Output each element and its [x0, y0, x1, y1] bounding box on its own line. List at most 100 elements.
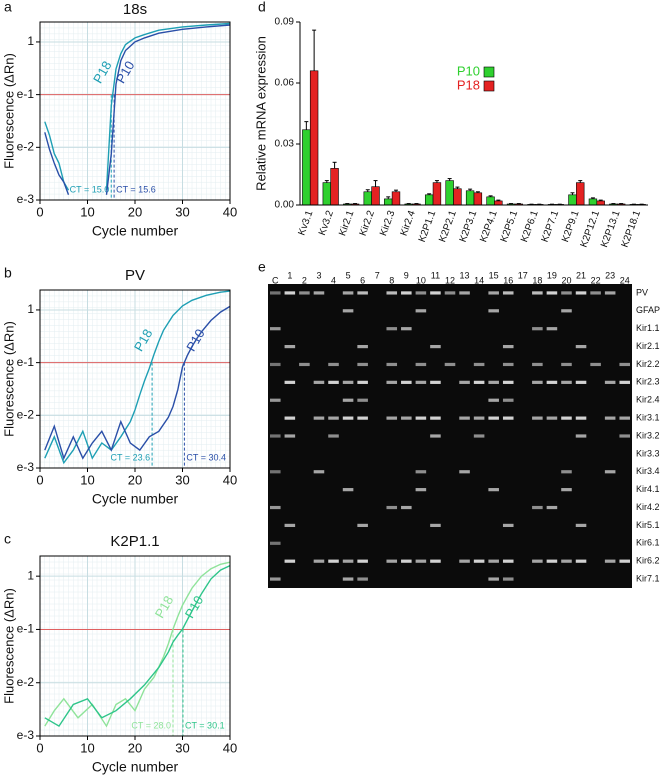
- gel-band: [342, 309, 354, 313]
- gel-band: [313, 291, 325, 295]
- gel-band: [313, 470, 325, 474]
- amplification-curve: [44, 561, 231, 728]
- lane-label: 7: [375, 270, 380, 280]
- gel-band: [561, 291, 572, 295]
- bar: [465, 190, 475, 206]
- row-label: Kir5.1: [636, 520, 660, 530]
- bar: [302, 129, 311, 206]
- gel-band: [546, 505, 558, 510]
- lane-label: 18: [532, 275, 542, 285]
- bar: [588, 198, 598, 206]
- gel-band: [342, 488, 354, 492]
- lane-label: 15: [489, 270, 499, 280]
- gel-band: [430, 291, 441, 295]
- gel-band: [459, 416, 470, 420]
- lane-label: 12: [445, 275, 455, 285]
- amplification-curve: [44, 305, 231, 461]
- gel-band: [270, 362, 281, 367]
- gel-band: [502, 362, 514, 367]
- gel-band: [561, 309, 572, 313]
- gel-band: [284, 380, 296, 384]
- bar: [494, 200, 503, 206]
- gel-band: [473, 434, 485, 438]
- x-tick-label: K2P5.1: [499, 209, 521, 244]
- panel-label: b: [4, 265, 12, 281]
- x-tick-label: K2P12.1: [579, 209, 603, 249]
- gel-band: [415, 309, 427, 313]
- gel-band: [386, 291, 398, 295]
- gel-band: [502, 344, 514, 349]
- x-axis-label: Cycle number: [92, 759, 179, 775]
- y-tick-label: 1: [27, 568, 34, 582]
- gel-band: [546, 291, 558, 295]
- y-tick-label: e-2: [17, 675, 35, 689]
- gel-band: [502, 416, 514, 420]
- gel-band: [313, 416, 325, 420]
- gel-band: [270, 577, 281, 581]
- y-tick-label: e-2: [17, 408, 35, 422]
- amplification-curve: [44, 290, 231, 465]
- gel-band: [459, 380, 470, 384]
- gel-band: [328, 434, 339, 438]
- gel-band: [386, 416, 398, 420]
- gel-band: [532, 327, 543, 331]
- bar: [330, 168, 339, 206]
- gel-band: [270, 470, 281, 474]
- y-tick-label: 0.09: [275, 17, 295, 28]
- bar: [384, 198, 393, 206]
- row-label: Kir3.1: [636, 412, 660, 422]
- gel-band: [430, 523, 441, 528]
- x-tick-label: 40: [223, 204, 237, 219]
- gel-band: [415, 488, 427, 492]
- bar: [391, 191, 401, 206]
- y-tick-label: e-2: [17, 140, 35, 154]
- gel-band: [430, 380, 441, 384]
- x-tick-label: Kir2.1: [337, 209, 356, 238]
- bar: [576, 182, 585, 206]
- plot-frame: [39, 21, 231, 201]
- ct-label: CT = 23.6: [110, 452, 150, 462]
- x-tick-label: Kir2.4: [399, 209, 418, 238]
- gel-band: [342, 577, 354, 581]
- x-tick-label: Kv3.2: [317, 209, 336, 237]
- y-tick-label: 1: [27, 34, 34, 48]
- gel-band: [270, 505, 281, 510]
- lane-label: 17: [518, 270, 528, 280]
- ct-label: CT = 15.0: [70, 184, 110, 194]
- x-tick-label: 0: [36, 204, 43, 219]
- gel-band: [488, 291, 499, 295]
- gel-band: [328, 559, 339, 563]
- gel-band: [284, 291, 296, 295]
- y-axis-label: Fluorescence (ΔRn): [1, 588, 16, 704]
- x-tick-label: 30: [175, 740, 189, 755]
- gel-band: [430, 559, 441, 563]
- x-tick-label: K2P7.1: [540, 209, 562, 244]
- gel-band: [386, 327, 398, 331]
- gel-band: [401, 380, 412, 384]
- x-tick-label: 0: [36, 740, 43, 755]
- gel-band: [488, 380, 499, 384]
- ct-label: CT = 30.1: [185, 720, 225, 730]
- gel-band: [473, 380, 485, 384]
- lane-label: 16: [503, 275, 513, 285]
- x-tick-label: K2P13.1: [599, 209, 623, 249]
- gel-band: [575, 344, 587, 349]
- gel-band: [357, 344, 368, 349]
- gel-band: [342, 416, 354, 420]
- legend-swatch: [483, 80, 495, 92]
- row-label: Kir6.1: [636, 538, 660, 548]
- gel-band: [270, 434, 281, 438]
- row-label: Kir2.1: [636, 341, 660, 351]
- row-label: Kir2.3: [636, 377, 660, 387]
- lane-label: 5: [346, 270, 351, 280]
- gel-band: [415, 380, 427, 384]
- gel-band: [444, 362, 456, 367]
- gel-band: [299, 291, 310, 295]
- lane-label: 22: [591, 275, 601, 285]
- bar: [568, 194, 577, 206]
- y-axis-label: Fluorescence (ΔRn): [1, 321, 16, 437]
- chart-title: K2P1.1: [110, 533, 159, 550]
- y-tick-label: 1: [27, 302, 34, 316]
- panel-label: e: [258, 259, 266, 275]
- chart-title: 18s: [123, 1, 147, 18]
